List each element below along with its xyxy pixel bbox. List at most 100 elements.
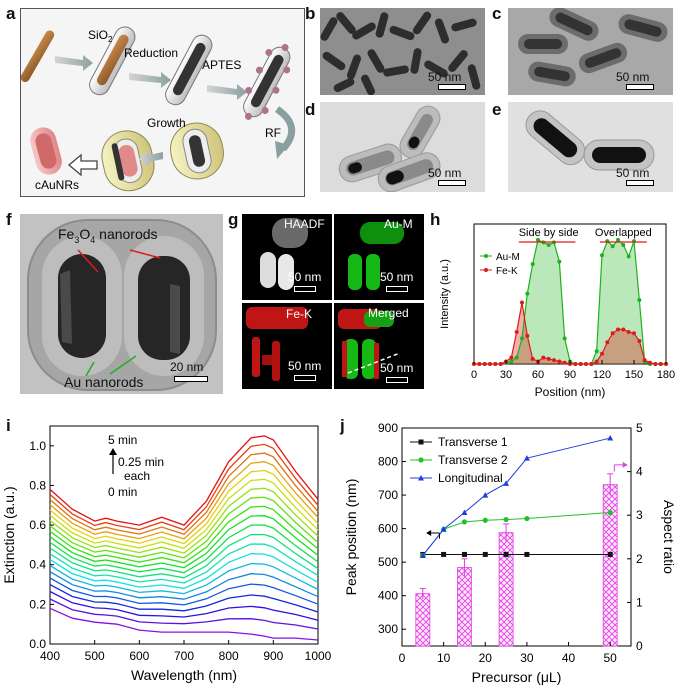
scale-bar-g-merged (386, 377, 408, 383)
tem-e-rods (525, 110, 655, 171)
fe-k-point (482, 362, 487, 366)
scale-bar-g-haadf (294, 286, 316, 292)
series-line-1 (422, 512, 611, 556)
x-tick-label: 1000 (305, 649, 332, 663)
y2-axis-label: Aspect ratio (661, 500, 677, 574)
au-m-point (557, 259, 562, 264)
au-m-label: Au-M (384, 217, 413, 231)
x-axis-label: Position (nm) (535, 385, 606, 399)
scale-label-b: 50 nm (428, 70, 462, 84)
fe-map-image (246, 307, 308, 381)
legend-fe-label: Fe-K (496, 266, 518, 277)
fe-k-point (648, 360, 652, 365)
spectrum-curve (49, 461, 319, 540)
panel-label-c: c (492, 4, 502, 23)
transverse-1-point (503, 551, 509, 557)
scale-bar-g-au (386, 286, 408, 292)
au-m-point (562, 336, 567, 341)
spectrum-curve (49, 533, 319, 579)
x-axis-label: Wavelength (nm) (131, 667, 237, 683)
y-tick-label: 800 (378, 455, 398, 469)
longitudinal-point (482, 492, 489, 498)
x-tick-label: 600 (129, 649, 149, 663)
scale-label-g-fe: 50 nm (288, 359, 322, 373)
fe-k-point (658, 362, 663, 366)
scale-bar-c (626, 84, 654, 90)
fe-k-point (653, 362, 658, 366)
scale-label-e: 50 nm (616, 166, 650, 180)
spectrum-curve (49, 584, 319, 613)
y2-tick-label: 5 (636, 421, 643, 435)
au-m-point (637, 298, 642, 302)
tem-image-b: 50 nm (320, 8, 485, 95)
y2-tick-label: 4 (636, 465, 643, 479)
spectrum-curve (49, 515, 319, 569)
legend-fe-marker (484, 268, 488, 272)
fe3o4-nanorods-label: Fe3O4 nanorods (58, 226, 158, 245)
panel-label-g: g (228, 210, 239, 229)
annotation-each: each (124, 469, 150, 483)
spectrum-curve (49, 607, 319, 641)
spectrum-curve (49, 543, 319, 584)
au-m-point (610, 244, 615, 249)
y2-tick-label: 2 (636, 552, 643, 566)
synthesis-scheme-diagram: SiO2 Reduction APTES RF Growth cAuNRs (20, 26, 296, 192)
fe-k-point (546, 356, 551, 361)
x-tick-label: 40 (562, 651, 576, 665)
merged-map-image (338, 309, 401, 379)
y-tick-label: 400 (378, 589, 398, 603)
y-tick-label: 900 (378, 421, 398, 435)
spectrum-curve (49, 598, 319, 630)
fe-k-point (632, 331, 636, 336)
tem-b-rods (320, 11, 481, 95)
tem-d-rods (338, 105, 441, 192)
label-reduction: Reduction (124, 46, 178, 60)
x-tick-label: 400 (40, 649, 60, 663)
panel-label-i: i (6, 416, 11, 435)
scale-bar-f (174, 376, 208, 382)
chart-h-eds-line-profile: 0 30 60 90 120 150 180 Position (nm) Intensity (… (439, 223, 675, 399)
label-cau-nrs: cAuNRs (35, 178, 79, 192)
x-tick-label: 90 (564, 369, 576, 381)
scale-bar-g-fe (294, 375, 316, 381)
x-tick-label: 50 (604, 651, 618, 665)
arrow-sio2 (55, 55, 93, 71)
y2-tick-label: 3 (636, 508, 643, 522)
fe-k-point (557, 359, 562, 364)
fe-k-point (626, 330, 631, 334)
fe-k-point (498, 362, 503, 366)
legend-au-label: Au-M (496, 252, 520, 263)
scale-bar-e (626, 180, 654, 186)
legend-label: Transverse 1 (438, 435, 508, 449)
panel-label-d: d (305, 100, 316, 119)
label-sio2: SiO2 (88, 28, 113, 44)
legend-au-marker (484, 254, 488, 258)
fe-k-point (514, 330, 519, 334)
eds-au-map: Au-M 50 nm (334, 214, 424, 300)
y2-tick-label: 0 (636, 639, 643, 653)
fe-k-point (493, 362, 498, 366)
spectrum-curve (49, 478, 319, 550)
transverse-1-point (607, 551, 613, 557)
right-axis-arrow (622, 461, 628, 468)
x-tick-label: 700 (174, 649, 194, 663)
panel-label-h: h (430, 210, 441, 229)
legend-marker (418, 457, 424, 463)
fe-k-point (562, 360, 567, 365)
y-axis-label: Peak position (nm) (343, 479, 359, 596)
x-tick-label: 10 (437, 651, 451, 665)
x-tick-label: 60 (532, 369, 544, 381)
scale-bar-d (438, 180, 466, 186)
spectrum-curve (49, 577, 319, 606)
arrow-etch (67, 153, 98, 177)
fe-k-point (578, 362, 583, 366)
haadf-image (260, 218, 308, 290)
fe-k-point (610, 331, 615, 336)
haadf-label: HAADF (284, 217, 325, 231)
fe-k-point (520, 300, 524, 305)
x-tick-label: 500 (85, 649, 105, 663)
transverse-1-point (524, 551, 530, 557)
transverse-2-point (607, 509, 613, 516)
panel-label-a: a (6, 4, 16, 23)
fe-k-point (477, 362, 482, 366)
